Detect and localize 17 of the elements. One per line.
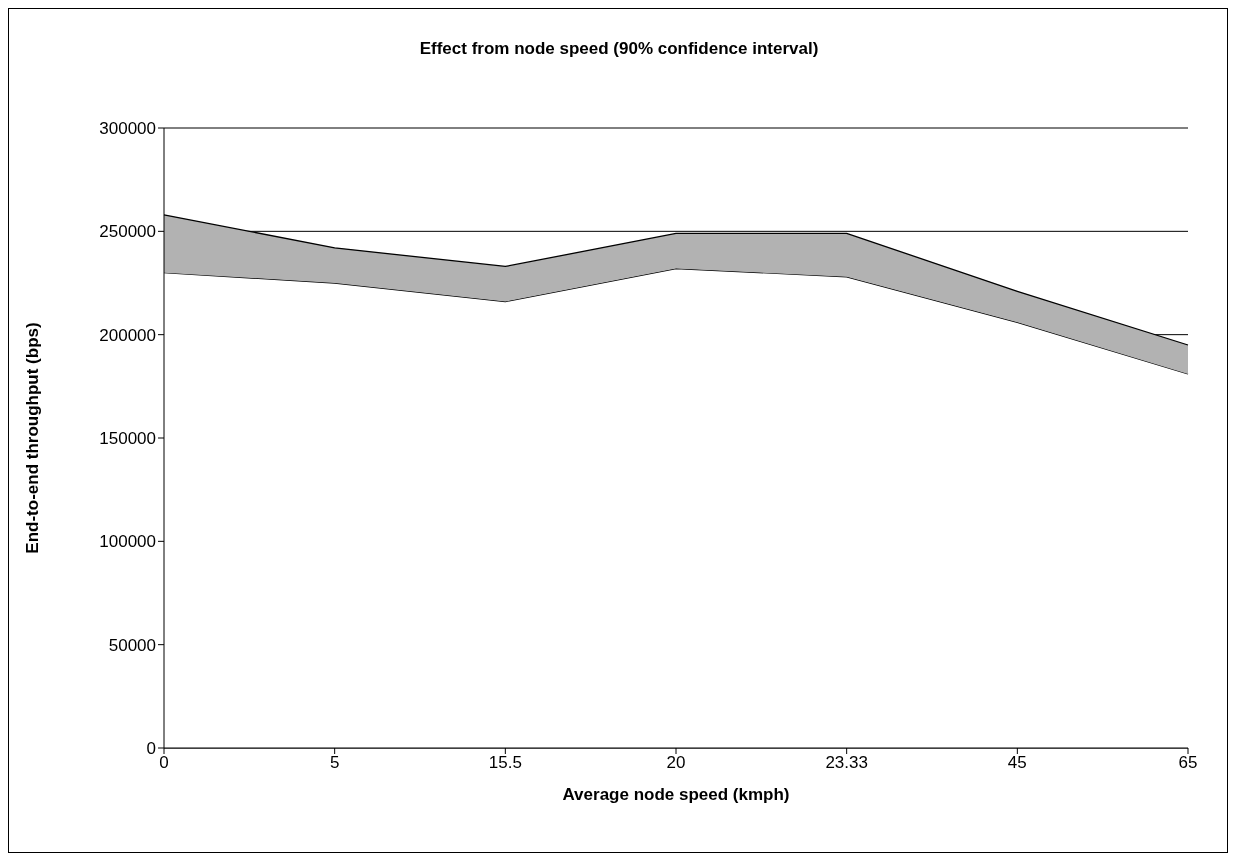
y-axis-title: End-to-end throughput (bps) (23, 322, 43, 554)
y-tick-label: 0 (146, 739, 156, 759)
x-axis-title: Average node speed (kmph) (561, 785, 791, 805)
y-tick-label: 100000 (99, 532, 156, 552)
y-tick-label: 250000 (99, 222, 156, 242)
x-tick-label: 23.33 (825, 753, 868, 773)
x-tick-label: 5 (329, 753, 340, 773)
x-tick-label: 45 (1007, 753, 1027, 773)
x-tick-label: 65 (1178, 753, 1198, 773)
y-tick-label: 150000 (99, 429, 156, 449)
x-tick-label: 0 (159, 753, 169, 773)
y-tick-label: 300000 (99, 119, 156, 139)
x-tick-label: 15.5 (488, 753, 522, 773)
y-tick-label: 50000 (108, 635, 156, 655)
y-tick-label: 200000 (99, 325, 156, 345)
chart-title: Effect from node speed (90% confidence interval) (418, 39, 820, 59)
x-tick-label: 20 (666, 753, 686, 773)
